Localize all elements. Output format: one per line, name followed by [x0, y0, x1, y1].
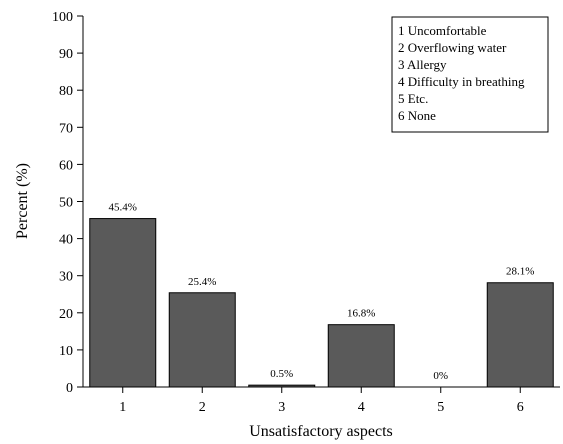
x-tick-label: 4 — [358, 400, 365, 415]
legend-box — [391, 16, 549, 133]
y-tick-label: 40 — [59, 233, 73, 248]
bar-4 — [327, 324, 395, 388]
y-tick-label: 90 — [59, 47, 73, 62]
legend-entry: 1 Uncomfortable — [398, 23, 487, 38]
data-label-2: 25.4% — [188, 276, 216, 288]
x-tick-label: 6 — [517, 400, 524, 415]
x-tick-label: 5 — [437, 400, 444, 415]
legend: 1 Uncomfortable 2 Overflowing water 3 Alle… — [391, 16, 549, 133]
bar-1 — [89, 218, 157, 388]
data-label-6: 28.1% — [506, 266, 534, 278]
y-tick-label: 30 — [59, 270, 73, 285]
legend-entry: 6 None — [398, 108, 436, 123]
y-axis: 0 10 20 30 40 50 60 70 80 90 100 — [52, 10, 84, 396]
x-tick-label: 3 — [278, 400, 285, 415]
data-label-5: 0% — [433, 370, 448, 382]
y-tick-label: 60 — [59, 158, 73, 173]
bar-2 — [168, 292, 236, 388]
bars — [89, 218, 554, 388]
bar-6 — [486, 282, 554, 388]
y-tick-label: 50 — [59, 196, 73, 211]
x-tick-label: 1 — [119, 400, 126, 415]
y-axis-title: Percent (%) — [14, 163, 31, 239]
x-tick-label: 2 — [199, 400, 206, 415]
data-label-4: 16.8% — [347, 308, 375, 320]
y-tick-label: 20 — [59, 307, 73, 322]
legend-entry: 4 Difficulty in breathing — [398, 74, 525, 89]
legend-entry: 5 Etc. — [398, 91, 428, 106]
data-label-1: 45.4% — [109, 202, 137, 214]
data-labels: 45.4% 25.4% 0.5% 16.8% 0% 28.1% — [109, 202, 535, 382]
y-tick-label: 0 — [66, 381, 73, 396]
legend-entry: 3 Allergy — [398, 57, 447, 72]
bar-3 — [248, 384, 316, 388]
x-axis-title: Unsatisfactory aspects — [249, 423, 393, 440]
y-tick-label: 70 — [59, 121, 73, 136]
y-tick-label: 80 — [59, 84, 73, 99]
y-tick-label: 10 — [59, 344, 73, 359]
y-tick-label: 100 — [52, 10, 73, 25]
legend-entry: 2 Overflowing water — [398, 40, 507, 55]
x-axis: 1 2 3 4 5 6 — [83, 386, 560, 415]
data-label-3: 0.5% — [270, 368, 293, 380]
